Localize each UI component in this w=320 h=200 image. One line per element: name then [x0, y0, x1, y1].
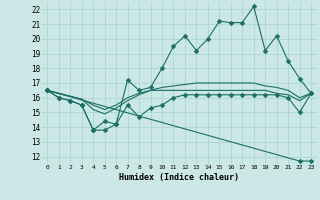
X-axis label: Humidex (Indice chaleur): Humidex (Indice chaleur) — [119, 173, 239, 182]
